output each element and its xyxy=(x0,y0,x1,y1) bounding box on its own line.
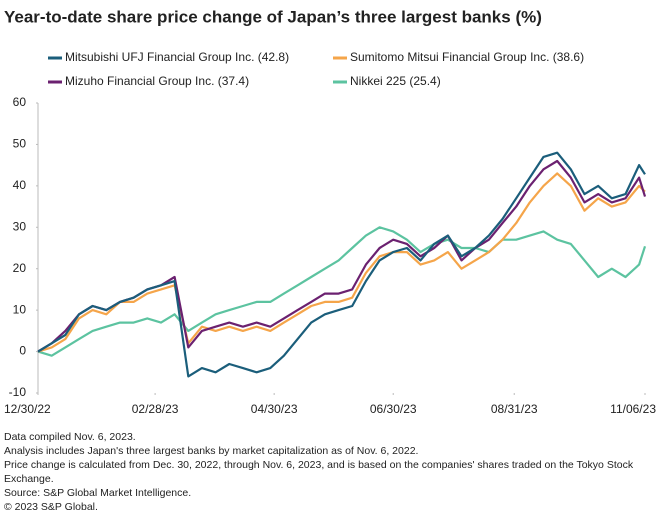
x-tick-label: 02/28/23 xyxy=(132,402,179,416)
legend-label: Mitsubishi UFJ Financial Group Inc. (42.… xyxy=(65,50,289,64)
chart: Year-to-date share price change of Japan… xyxy=(4,7,656,416)
series-line xyxy=(37,226,647,357)
y-tick-label: 60 xyxy=(13,95,27,109)
y-tick-label: 10 xyxy=(13,302,27,316)
chart-title: Year-to-date share price change of Japan… xyxy=(4,7,542,26)
y-tick-label: 50 xyxy=(13,137,27,151)
legend-label: Mizuho Financial Group Inc. (37.4) xyxy=(65,74,249,88)
x-tick-label: 12/30/22 xyxy=(4,402,51,416)
series-line xyxy=(37,151,646,378)
legend-label: Nikkei 225 (25.4) xyxy=(350,74,441,88)
note: © 2023 S&P Global. xyxy=(4,501,98,513)
legend-label: Sumitomo Mitsui Financial Group Inc. (38… xyxy=(350,50,584,64)
note: Source: S&P Global Market Intelligence. xyxy=(4,487,192,499)
notes: Data compiled Nov. 6, 2023. Analysis incl… xyxy=(4,430,654,514)
x-tick-label: 06/30/23 xyxy=(370,402,417,416)
y-tick-label: 40 xyxy=(13,178,27,192)
x-tick-label: 11/06/23 xyxy=(610,402,656,416)
y-tick-label: 0 xyxy=(19,344,26,358)
y-tick-label: 20 xyxy=(13,261,27,275)
note: Data compiled Nov. 6, 2023. xyxy=(4,431,136,443)
x-tick-label: 04/30/23 xyxy=(251,402,298,416)
note: Price change is calculated from Dec. 30,… xyxy=(4,459,634,485)
x-tick-label: 08/31/23 xyxy=(491,402,538,416)
series-line xyxy=(37,172,646,353)
y-tick-label: 30 xyxy=(13,219,27,233)
note: Analysis includes Japan's three largest … xyxy=(4,445,419,457)
y-tick-label: -10 xyxy=(9,385,27,399)
